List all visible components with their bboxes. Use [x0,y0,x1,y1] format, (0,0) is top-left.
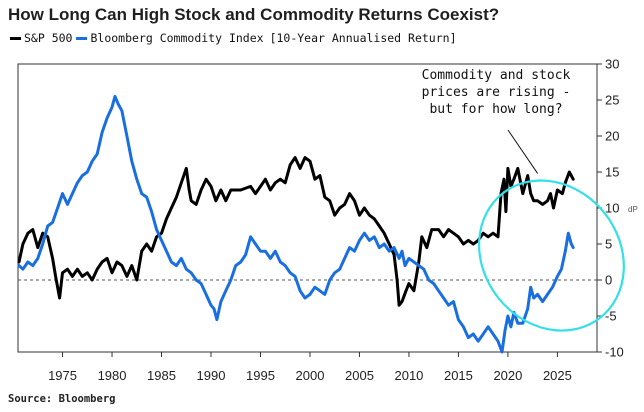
legend-label-commodity: Bloomberg Commodity Index [90,31,264,45]
y-tick-label: 30 [605,57,619,72]
x-tick-label: 1980 [98,368,127,383]
x-tick-label: 2010 [394,368,423,383]
legend-swatch-sp500 [10,36,21,40]
annotation-line: Commodity and stock [422,68,571,83]
y-tick-label: 20 [605,129,619,144]
annotation-pointer [507,129,539,174]
chart-legend: S&P 500 Bloomberg Commodity Index [10-Ye… [10,31,461,45]
y-tick-label: -5 [605,309,617,324]
chart-title: How Long Can High Stock and Commodity Re… [8,5,500,24]
y-tick-label: -10 [605,345,624,360]
x-tick-label: 1985 [147,368,176,383]
highlight-ellipse [478,179,625,332]
y-tick-label: 0 [605,273,612,288]
y-tick-label: 10 [605,201,619,216]
legend-item-commodity: Bloomberg Commodity Index [10-Year Annua… [76,31,457,45]
legend-item-sp500: S&P 500 [10,31,72,45]
x-tick-label: 1975 [48,368,77,383]
x-tick-label: 2015 [444,368,473,383]
source-note: Source: Bloomberg [8,393,116,405]
corner-mark: dP [628,205,638,214]
annotation-line: prices are rising - [422,85,571,100]
series-line-commodity [17,94,575,354]
legend-swatch-commodity [76,36,88,40]
x-tick-label: 1990 [197,368,226,383]
x-tick-label: 2025 [543,368,572,383]
x-tick-label: 2000 [296,368,325,383]
x-tick-label: 1995 [246,368,275,383]
y-tick-label: 25 [605,93,619,108]
annotation-line: but for how long? [429,102,562,117]
x-tick-label: 2020 [493,368,522,383]
y-tick-label: 15 [605,165,619,180]
x-tick-label: 2005 [345,368,374,383]
legend-label-sp500: S&P 500 [24,31,73,45]
y-tick-label: 5 [605,237,612,252]
chart-subtitle: [10-Year Annualised Return] [269,31,457,45]
